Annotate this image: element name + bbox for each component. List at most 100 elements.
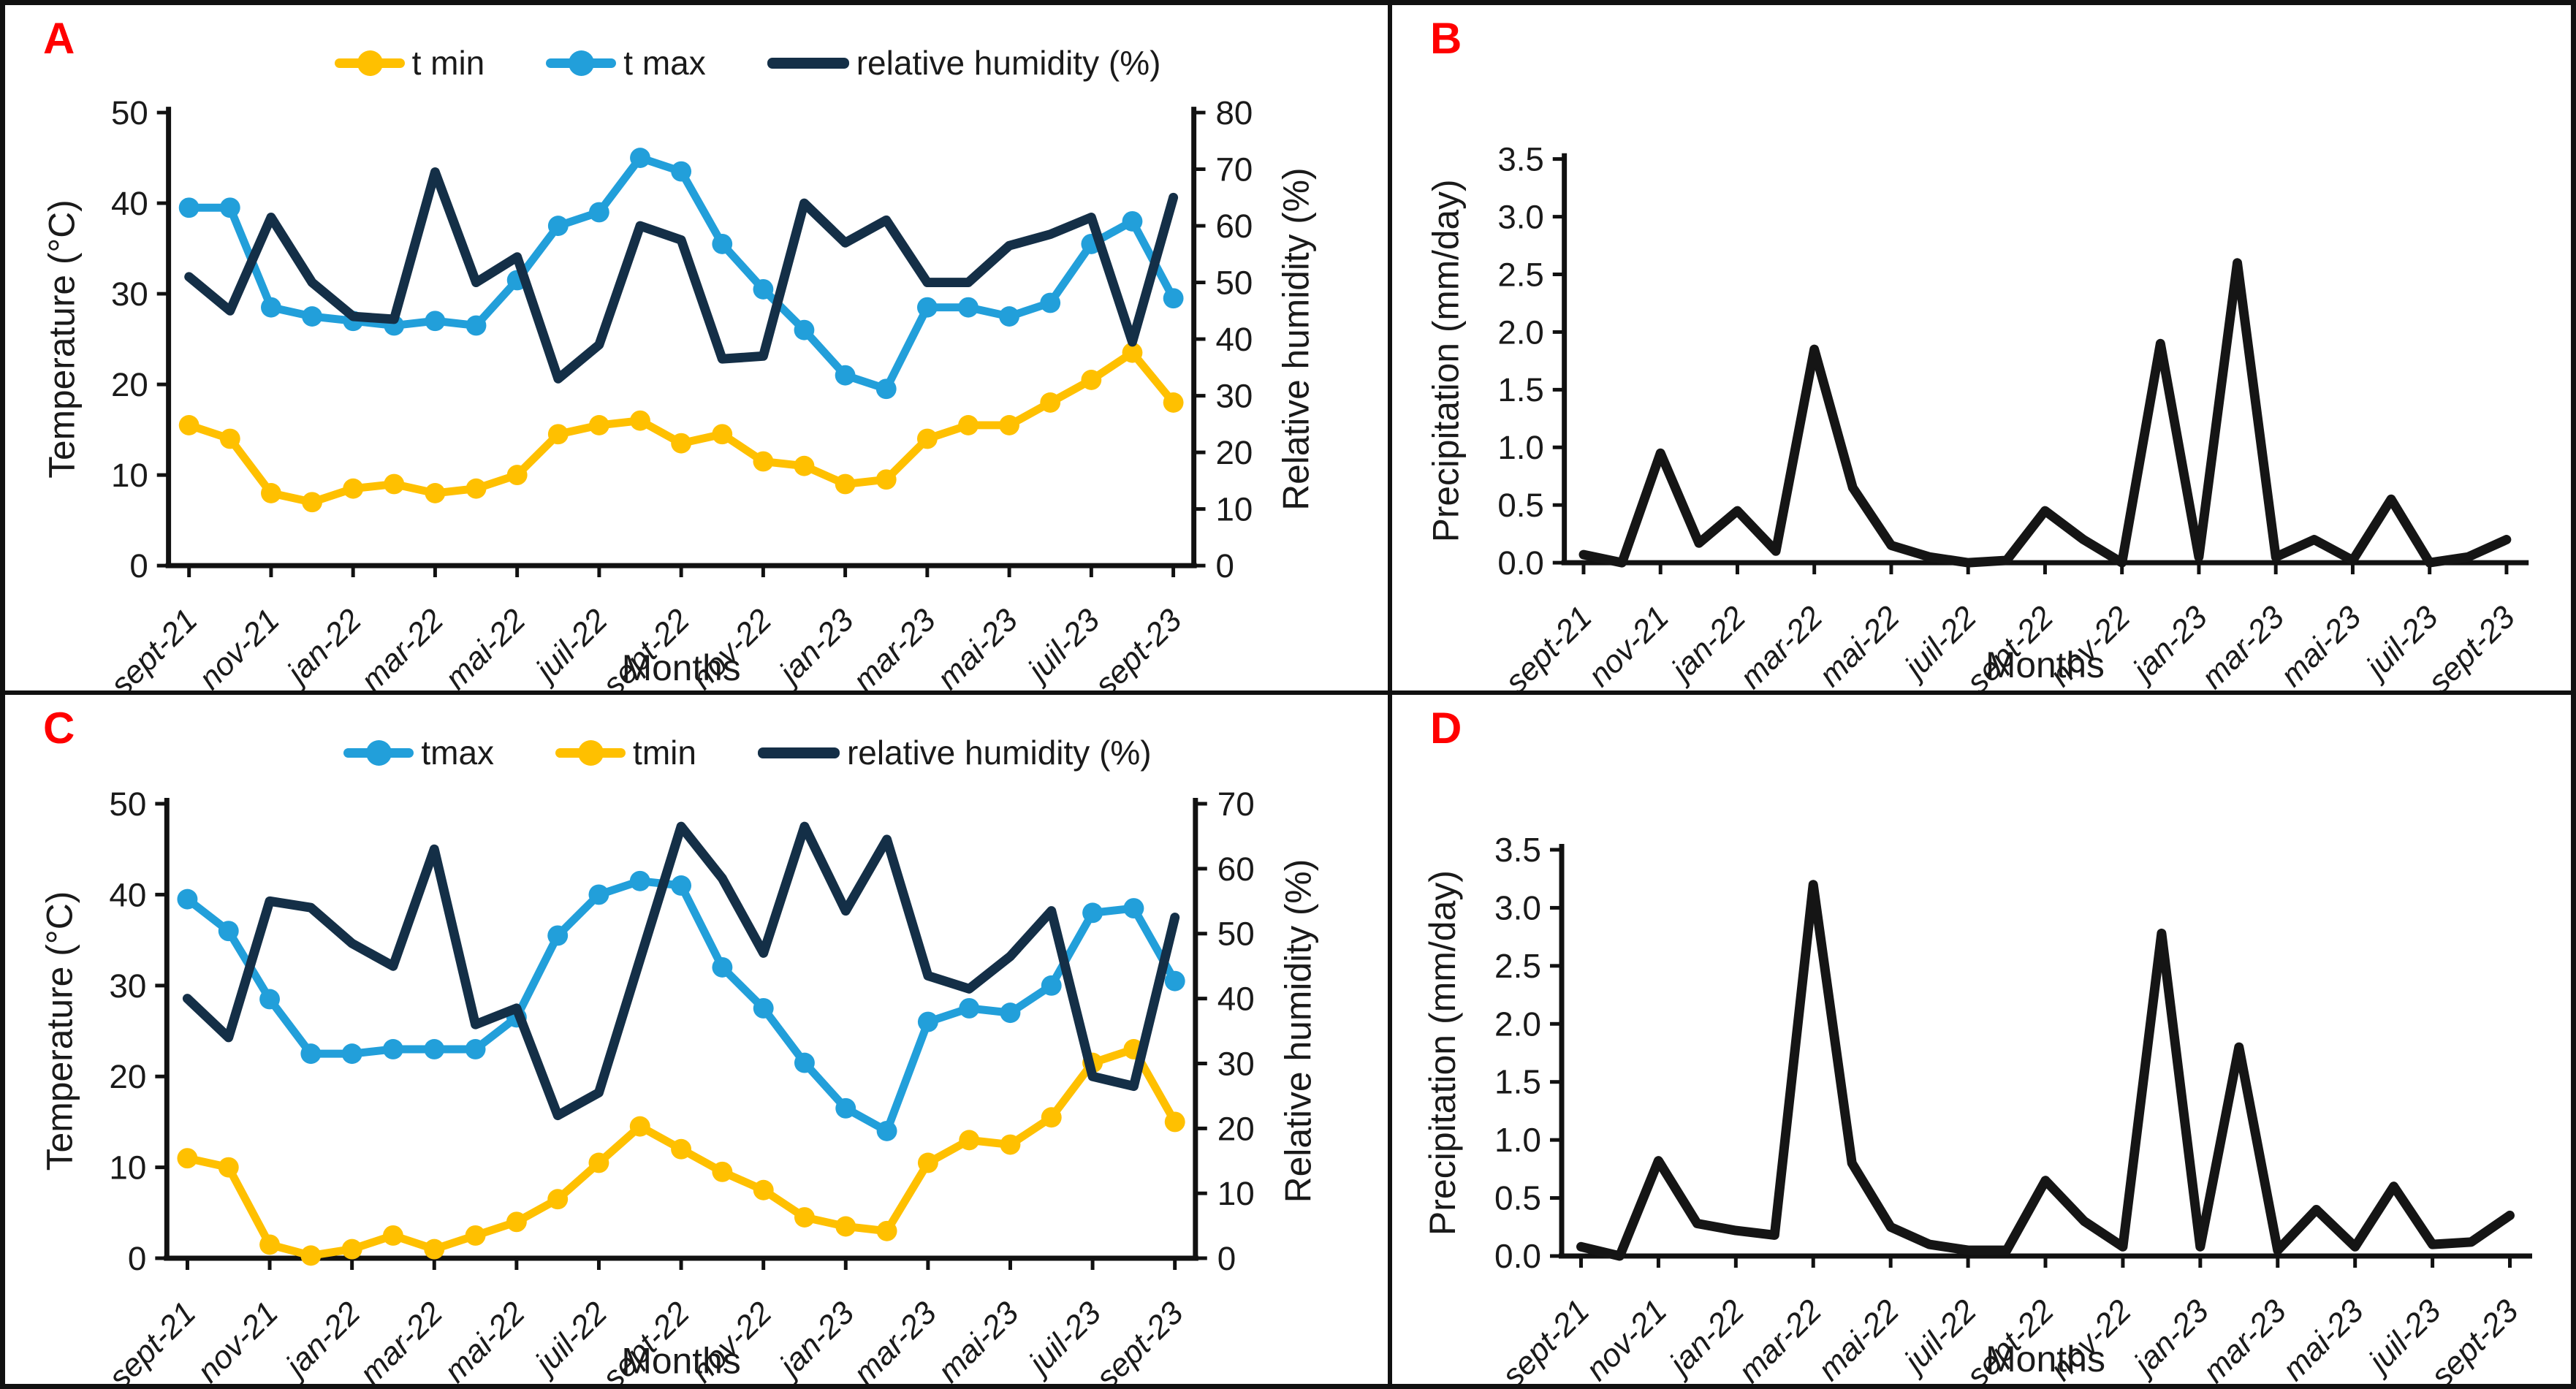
data-point-tmax [1163, 288, 1184, 309]
data-point-tmax [302, 306, 322, 327]
humidity-series-swatch-icon [757, 747, 840, 758]
data-point-tmax [835, 365, 856, 386]
chart-a-temperature-humidity: 0 10 20 30 40 50 Temperature (°C) 0 10 20 30 40 50 60… [41, 94, 1317, 690]
x-tick-label: sept-21 [1495, 1293, 1596, 1384]
x-tick-label: sept-23 [1090, 1295, 1190, 1384]
right-tick-label: 60 [1215, 208, 1253, 245]
x-tick-label: nov-21 [191, 1295, 285, 1384]
data-point-tmin [506, 465, 528, 485]
x-tick-label: jan-22 [276, 1295, 367, 1384]
data-point-tmin [1163, 392, 1184, 413]
right-tick-label: 20 [1215, 434, 1253, 471]
left-tick-label: 1.5 [1497, 371, 1544, 408]
tmin-series-swatch-icon [555, 739, 626, 766]
right-tick-label: 50 [1215, 264, 1253, 301]
x-tick-label: mar-22 [1733, 599, 1830, 690]
chart-c-temperature-humidity: 0 10 20 30 40 50 Temperature (°C) 0 10 20 30 40 50 60… [39, 785, 1319, 1384]
data-point-tmin [424, 1238, 445, 1260]
data-point-tmin [794, 455, 815, 476]
left-tick-label: 0 [129, 547, 148, 585]
data-point-tmax [671, 161, 692, 182]
left-tick-label: 0.5 [1494, 1179, 1541, 1217]
x-axis-title: Months [621, 1341, 740, 1382]
y-axis-title-right: Relative humidity (%) [1277, 859, 1318, 1203]
data-point-tmax [959, 997, 980, 1019]
panel-c-legend: tmax tmin relative humidity (%) [137, 733, 1359, 772]
data-point-tmin [588, 415, 609, 435]
data-point-tmin [958, 415, 979, 435]
right-tick-label: 0 [1215, 547, 1234, 585]
x-tick-label: mar-23 [846, 602, 943, 690]
legend-label-tmax: t max [623, 44, 706, 82]
legend-label-tmin: tmin [633, 734, 696, 772]
data-point-tmax [218, 921, 239, 942]
tmax-series-swatch-icon [546, 50, 617, 76]
data-point-tmax [999, 306, 1019, 327]
left-tick-label: 2.0 [1494, 1005, 1541, 1043]
data-point-tmax [1000, 1002, 1021, 1024]
chart-d-precipitation: 0.0 0.5 1.0 1.5 2.0 2.5 3.0 3.5 Precipitation (m… [1422, 831, 2532, 1384]
x-tick-label: sept-21 [1498, 599, 1599, 690]
tmin-series-swatch-icon [334, 50, 405, 76]
data-point-tmin [1122, 342, 1143, 363]
data-point-tmin [875, 469, 897, 490]
data-point-tmax [177, 888, 198, 910]
x-tick-label: mai-23 [931, 1295, 1025, 1384]
x-tick-label: mai-22 [437, 1295, 531, 1384]
data-point-tmin [547, 424, 569, 445]
right-tick-label: 70 [1217, 785, 1255, 823]
right-tick-label: 10 [1215, 490, 1253, 528]
data-point-tmin [712, 1161, 733, 1182]
x-tick-label: mar-23 [847, 1295, 943, 1384]
left-tick-label: 0.5 [1497, 487, 1544, 524]
data-point-tmin [671, 433, 692, 454]
data-point-tmin [917, 1152, 938, 1173]
y-axis-title-right: Relative humidity (%) [1276, 167, 1317, 510]
data-point-tmax [425, 311, 446, 332]
x-tick-label: nov-21 [1579, 1293, 1674, 1384]
data-point-tmax [917, 1011, 938, 1032]
left-tick-label: 10 [109, 1149, 146, 1187]
data-point-tmin [588, 1152, 609, 1173]
left-tick-label: 1.5 [1494, 1063, 1541, 1101]
data-point-tmin [835, 1216, 856, 1237]
data-point-tmax [958, 297, 979, 318]
legend-item-tmax: t max [546, 43, 706, 83]
right-tick-label: 60 [1217, 850, 1255, 888]
data-point-tmax [424, 1039, 445, 1059]
x-axis-title: Months [1986, 644, 2105, 685]
data-point-tmax [466, 315, 487, 336]
right-tick-label: 50 [1217, 915, 1255, 953]
chart-b-precipitation: 0.0 0.5 1.0 1.5 2.0 2.5 3.0 3.5 Precipitation (m… [1426, 141, 2529, 690]
data-point-tmin [629, 1116, 650, 1137]
data-point-tmin [916, 428, 938, 449]
series-line-tmin [185, 349, 1178, 506]
left-tick-label: 40 [111, 185, 148, 222]
x-tick-label: mai-22 [1811, 1293, 1906, 1384]
x-tick-label: mar-22 [354, 602, 450, 690]
left-tick-label: 40 [109, 875, 146, 913]
data-point-tmin [261, 483, 281, 503]
data-point-tmax [794, 1052, 815, 1073]
x-tick-label: sept-21 [102, 1295, 202, 1384]
data-point-tmax [753, 997, 774, 1019]
data-point-tmin [302, 492, 322, 513]
left-tick-label: 3.0 [1494, 888, 1541, 926]
x-tick-label: mar-22 [1732, 1293, 1829, 1384]
x-tick-label: mai-22 [438, 602, 532, 690]
x-tick-label: sept-21 [104, 602, 205, 690]
panel-b: B 0.0 0.5 1.0 1.5 2.0 2.5 3.0 3.5 Precipitation … [1392, 5, 2571, 695]
data-point-tmax [219, 197, 240, 218]
right-tick-label: 80 [1215, 94, 1253, 132]
data-point-tmax [300, 1043, 322, 1065]
data-point-tmin [343, 478, 364, 499]
right-tick-label: 10 [1217, 1174, 1255, 1212]
data-point-tmin [1081, 370, 1102, 390]
data-point-tmax [916, 297, 938, 318]
data-point-tmin [341, 1238, 362, 1260]
left-tick-label: 2.5 [1494, 947, 1541, 985]
x-tick-label: mai-23 [930, 602, 1025, 690]
data-point-tmin [712, 424, 733, 445]
left-tick-label: 0 [128, 1239, 147, 1277]
